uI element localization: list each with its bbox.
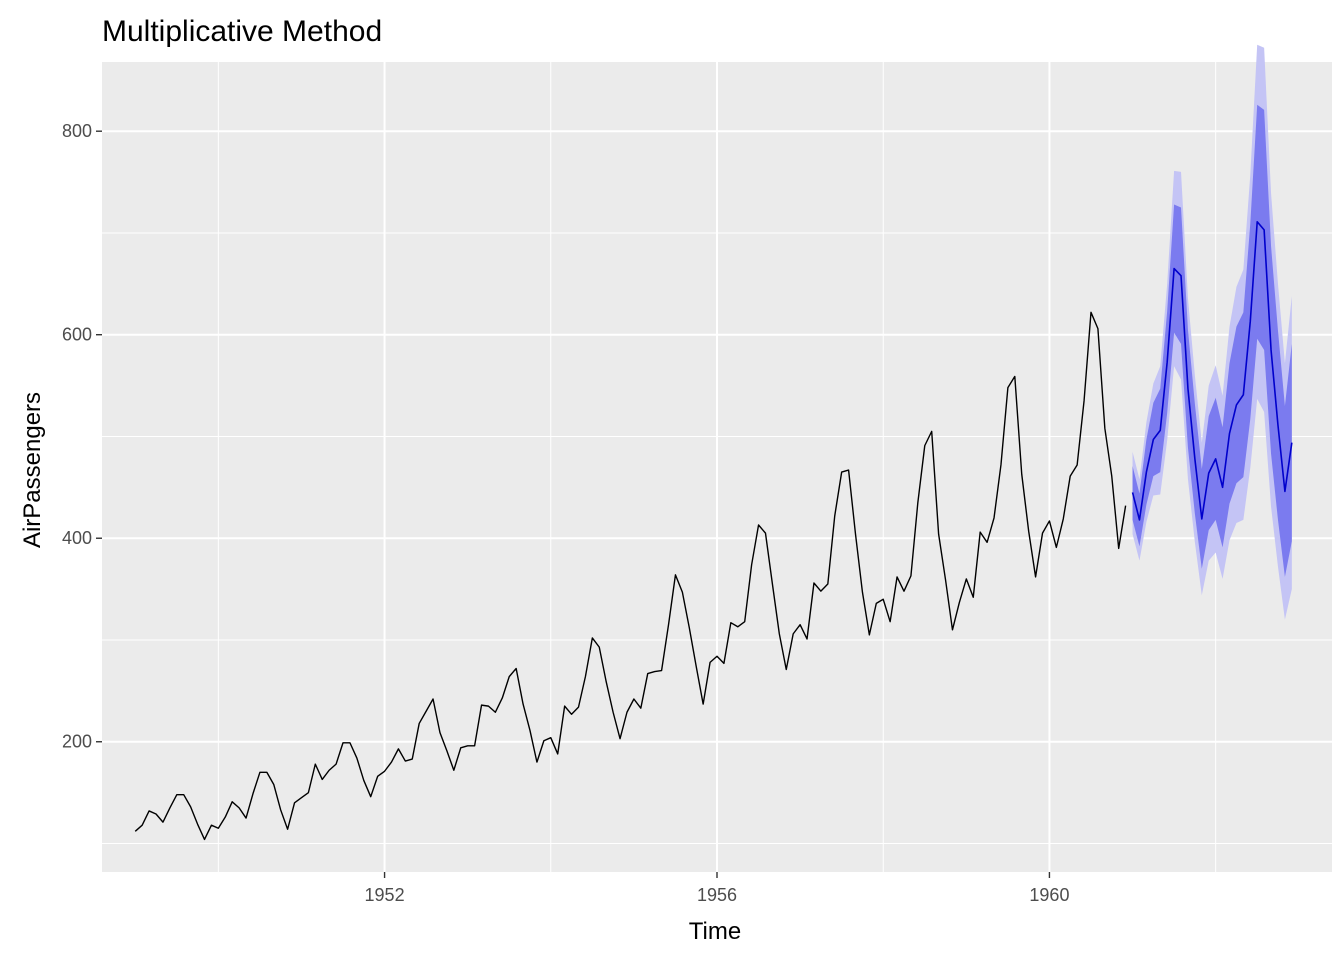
y-tick-label: 800: [62, 121, 92, 141]
pi95-band: [1132, 44, 1292, 620]
y-tick-label: 400: [62, 528, 92, 548]
prediction-intervals: [1132, 44, 1292, 620]
forecast-mean-line: [1131, 220, 1293, 521]
y-axis-title: AirPassengers: [19, 392, 46, 548]
chart-title: Multiplicative Method: [102, 15, 382, 48]
y-tick-label: 600: [62, 325, 92, 345]
x-axis-title: Time: [689, 918, 741, 945]
major-gridlines: [102, 62, 1332, 872]
axes: 1952 1956 1960 200 400 600 800: [62, 121, 1070, 905]
x-tick-label: 1952: [365, 885, 405, 905]
observed-line: [134, 311, 1127, 841]
series-lines: [134, 220, 1293, 841]
y-tick-label: 200: [62, 732, 92, 752]
x-tick-label: 1956: [697, 885, 737, 905]
pi80-band: [1132, 104, 1292, 577]
x-tick-label: 1960: [1029, 885, 1069, 905]
